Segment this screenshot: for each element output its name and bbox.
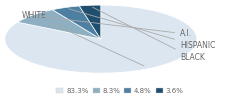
Wedge shape: [79, 5, 101, 39]
Text: A.I.: A.I.: [37, 16, 192, 38]
Text: HISPANIC: HISPANIC: [69, 9, 215, 50]
Text: WHITE: WHITE: [22, 11, 144, 66]
Wedge shape: [5, 5, 197, 73]
Legend: 83.3%, 8.3%, 4.8%, 3.6%: 83.3%, 8.3%, 4.8%, 3.6%: [54, 85, 186, 96]
Text: BLACK: BLACK: [93, 7, 205, 62]
Wedge shape: [53, 6, 101, 39]
Wedge shape: [18, 10, 101, 39]
